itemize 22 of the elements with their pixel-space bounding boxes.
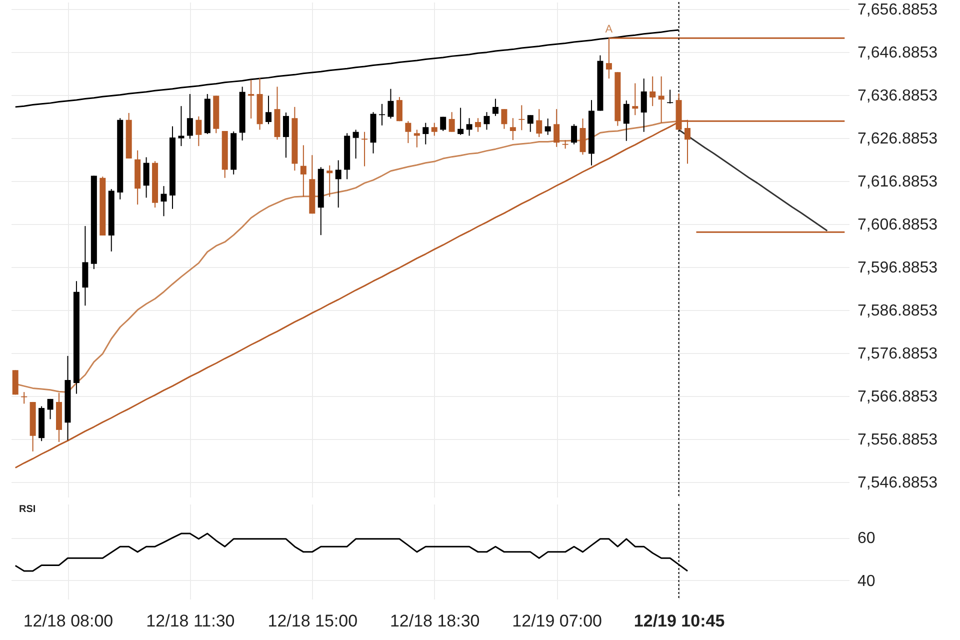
y-tick-label: 7,566.8853 — [858, 388, 938, 406]
annotation: A — [605, 24, 614, 36]
y-tick-label: 7,606.8853 — [858, 216, 938, 234]
x-tick-label: 12/18 08:00 — [23, 612, 114, 630]
y-tick-label: 7,616.8853 — [858, 173, 938, 190]
x-tick-label: 12/19 10:45 — [634, 612, 725, 630]
y-tick-label: 7,646.8853 — [858, 44, 938, 62]
y-tick-label: 7,556.8853 — [858, 432, 938, 449]
x-tick-label: 12/19 07:00 — [512, 612, 602, 630]
y-tick-label: 7,626.8853 — [858, 130, 938, 148]
x-tick-label: 12/18 11:30 — [146, 612, 235, 630]
y-tick-label: 40 — [858, 572, 876, 590]
y-tick-label: 7,546.8853 — [858, 474, 938, 492]
y-tick-label: 7,596.8853 — [858, 259, 938, 276]
x-tick-label: 12/18 18:30 — [390, 612, 480, 630]
chart-title: RSI — [19, 504, 36, 515]
y-tick-label: 7,576.8853 — [858, 345, 938, 362]
y-tick-label: 60 — [858, 530, 876, 548]
y-tick-label: 7,636.8853 — [858, 87, 938, 104]
y-tick-label: 7,656.8853 — [858, 1, 938, 18]
y-tick-label: 7,586.8853 — [858, 302, 938, 320]
x-tick-label: 12/18 15:00 — [268, 612, 358, 630]
